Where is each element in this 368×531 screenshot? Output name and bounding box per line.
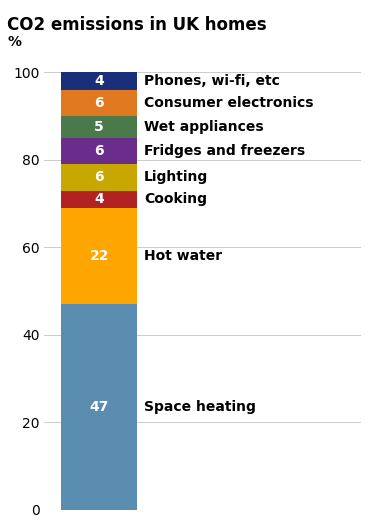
- Bar: [61, 138, 137, 164]
- Text: 6: 6: [94, 170, 104, 184]
- Text: 22: 22: [89, 249, 109, 263]
- Text: 47: 47: [89, 400, 109, 414]
- Text: 6: 6: [94, 96, 104, 110]
- Text: 6: 6: [94, 144, 104, 158]
- Text: CO2 emissions in UK homes: CO2 emissions in UK homes: [7, 16, 267, 34]
- Text: Wet appliances: Wet appliances: [144, 120, 263, 134]
- Bar: [61, 72, 137, 90]
- Text: Hot water: Hot water: [144, 249, 222, 263]
- Text: Phones, wi-fi, etc: Phones, wi-fi, etc: [144, 74, 280, 88]
- Text: Lighting: Lighting: [144, 170, 208, 184]
- Text: 5: 5: [94, 120, 104, 134]
- Bar: [61, 116, 137, 138]
- Bar: [61, 164, 137, 191]
- Bar: [61, 208, 137, 304]
- Bar: [61, 191, 137, 208]
- Text: Cooking: Cooking: [144, 192, 207, 206]
- Text: Fridges and freezers: Fridges and freezers: [144, 144, 305, 158]
- Text: 4: 4: [94, 74, 104, 88]
- Bar: [61, 304, 137, 510]
- Text: 4: 4: [94, 192, 104, 206]
- Bar: [61, 90, 137, 116]
- Text: Consumer electronics: Consumer electronics: [144, 96, 314, 110]
- Text: %: %: [7, 35, 21, 48]
- Text: Space heating: Space heating: [144, 400, 256, 414]
